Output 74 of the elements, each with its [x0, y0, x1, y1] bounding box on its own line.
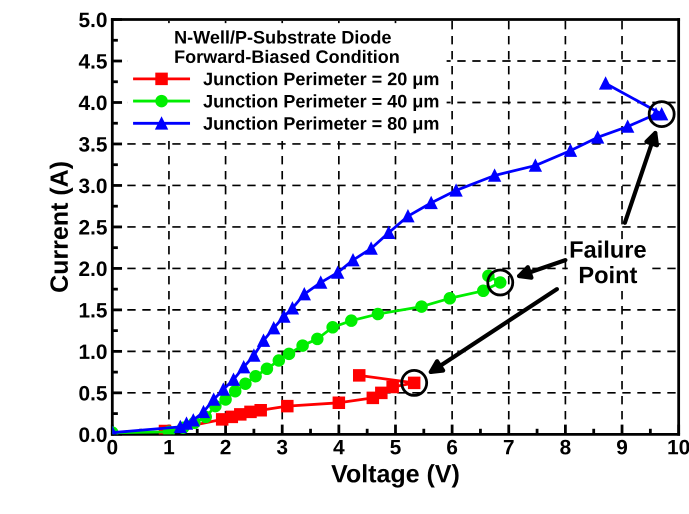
- point: [345, 314, 358, 327]
- point: [621, 120, 634, 133]
- x-tick-label: 9: [616, 440, 628, 454]
- point: [331, 266, 344, 279]
- point: [424, 196, 438, 210]
- point: [278, 310, 290, 323]
- x-tick-label: 3: [276, 440, 288, 455]
- y-tick-label: 1.0: [80, 344, 107, 360]
- legend-label: Junction Perimeter = 20 μm: [203, 72, 438, 89]
- point: [272, 354, 286, 367]
- point: [488, 169, 501, 182]
- point: [260, 362, 274, 376]
- point: [282, 348, 296, 360]
- x-tick-label: 6: [447, 440, 458, 454]
- y-axis-title: Current (A): [50, 162, 73, 292]
- point: [415, 300, 428, 313]
- point: [599, 77, 612, 90]
- x-tick-label: 4: [333, 440, 345, 454]
- point: [332, 396, 346, 410]
- y-tick-label: 0.0: [79, 427, 107, 442]
- point: [267, 322, 280, 334]
- y-tick-label: 3.5: [78, 136, 107, 152]
- y-tick-label: 0.5: [79, 386, 107, 401]
- point: [477, 284, 490, 298]
- point: [249, 370, 262, 383]
- point: [237, 360, 250, 374]
- point: [375, 386, 388, 400]
- point: [197, 406, 210, 418]
- point: [386, 380, 399, 394]
- x-tick-label: 8: [560, 440, 571, 454]
- point: [217, 383, 230, 396]
- legend-title: N-Well/P-Substrate Diode Forward-Biased Condition: [175, 30, 399, 64]
- point: [346, 254, 360, 266]
- y-tick-label: 4.0: [78, 95, 107, 110]
- point: [227, 373, 240, 386]
- point: [298, 288, 311, 300]
- point: [281, 400, 294, 412]
- point: [257, 334, 270, 347]
- x-tick-label: 7: [504, 440, 514, 454]
- x-tick-label: 1: [164, 440, 174, 454]
- x-tick-label: 0: [107, 440, 118, 454]
- point: [286, 302, 299, 314]
- y-tick-label: 1.5: [80, 303, 107, 318]
- legend-label: Junction Perimeter = 80 μm: [203, 116, 438, 134]
- point: [402, 210, 414, 222]
- point: [239, 377, 252, 390]
- x-tick-label: 2: [220, 440, 231, 454]
- point: [529, 159, 542, 172]
- point: [372, 308, 384, 320]
- point: [207, 393, 220, 406]
- point: [450, 184, 462, 197]
- point: [248, 349, 260, 362]
- point: [352, 369, 366, 382]
- y-tick-label: 2.5: [79, 220, 107, 235]
- point: [564, 144, 577, 157]
- y-tick-label: 3.0: [78, 178, 107, 194]
- point: [228, 384, 242, 398]
- x-tick-label: 10: [668, 440, 689, 454]
- point: [364, 242, 378, 255]
- point: [314, 276, 327, 289]
- y-tick-label: 5.0: [79, 12, 107, 28]
- x-tick-label: 5: [390, 440, 401, 454]
- y-tick-label: 4.5: [78, 54, 107, 69]
- point: [254, 404, 267, 417]
- point: [326, 321, 339, 334]
- point: [444, 292, 456, 305]
- point: [382, 226, 395, 239]
- point: [296, 339, 309, 352]
- point: [591, 131, 604, 144]
- y-tick-label: 2.0: [79, 261, 107, 276]
- point: [311, 332, 324, 346]
- x-axis-title: Voltage (V): [331, 464, 459, 488]
- legend-label: Junction Perimeter = 40 μm: [203, 94, 438, 112]
- annotation: Failure Point: [570, 240, 646, 284]
